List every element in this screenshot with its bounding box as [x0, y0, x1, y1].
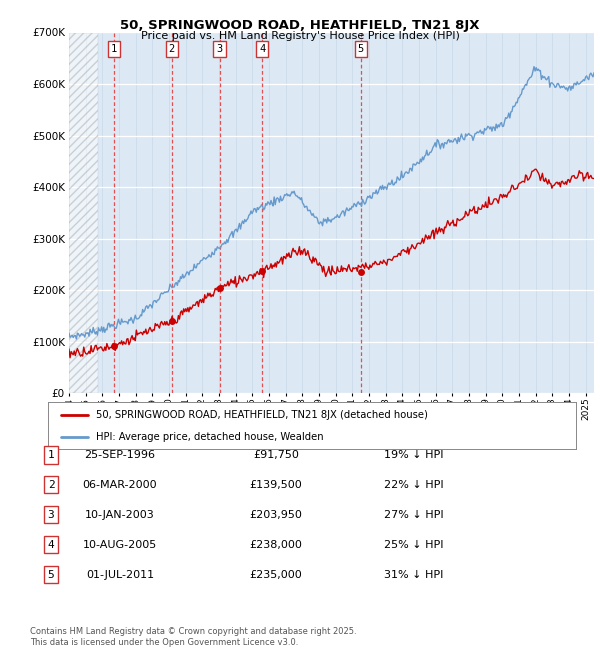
Text: 19% ↓ HPI: 19% ↓ HPI — [384, 450, 443, 460]
Text: £139,500: £139,500 — [250, 480, 302, 490]
Text: 1: 1 — [111, 44, 118, 54]
Text: 1: 1 — [47, 450, 55, 460]
Text: Contains HM Land Registry data © Crown copyright and database right 2025.
This d: Contains HM Land Registry data © Crown c… — [30, 627, 356, 647]
Text: £203,950: £203,950 — [250, 510, 302, 520]
Text: 01-JUL-2011: 01-JUL-2011 — [86, 569, 154, 580]
Text: 50, SPRINGWOOD ROAD, HEATHFIELD, TN21 8JX (detached house): 50, SPRINGWOOD ROAD, HEATHFIELD, TN21 8J… — [95, 410, 427, 420]
Text: 3: 3 — [47, 510, 55, 520]
Text: £235,000: £235,000 — [250, 569, 302, 580]
Text: 06-MAR-2000: 06-MAR-2000 — [83, 480, 157, 490]
Text: 27% ↓ HPI: 27% ↓ HPI — [384, 510, 443, 520]
Text: 22% ↓ HPI: 22% ↓ HPI — [384, 480, 443, 490]
Text: 50, SPRINGWOOD ROAD, HEATHFIELD, TN21 8JX: 50, SPRINGWOOD ROAD, HEATHFIELD, TN21 8J… — [120, 20, 480, 32]
Text: 5: 5 — [358, 44, 364, 54]
Text: HPI: Average price, detached house, Wealden: HPI: Average price, detached house, Weal… — [95, 432, 323, 442]
Text: 3: 3 — [217, 44, 223, 54]
Text: 10-JAN-2003: 10-JAN-2003 — [85, 510, 155, 520]
Text: 2: 2 — [47, 480, 55, 490]
Text: Price paid vs. HM Land Registry's House Price Index (HPI): Price paid vs. HM Land Registry's House … — [140, 31, 460, 41]
Text: £238,000: £238,000 — [250, 540, 302, 550]
Text: 31% ↓ HPI: 31% ↓ HPI — [384, 569, 443, 580]
Text: 25% ↓ HPI: 25% ↓ HPI — [384, 540, 443, 550]
Text: 10-AUG-2005: 10-AUG-2005 — [83, 540, 157, 550]
Bar — [69, 32, 98, 393]
Text: 4: 4 — [47, 540, 55, 550]
Text: £91,750: £91,750 — [253, 450, 299, 460]
Text: 4: 4 — [259, 44, 265, 54]
Text: 5: 5 — [47, 569, 55, 580]
Text: 25-SEP-1996: 25-SEP-1996 — [85, 450, 155, 460]
Text: 2: 2 — [169, 44, 175, 54]
